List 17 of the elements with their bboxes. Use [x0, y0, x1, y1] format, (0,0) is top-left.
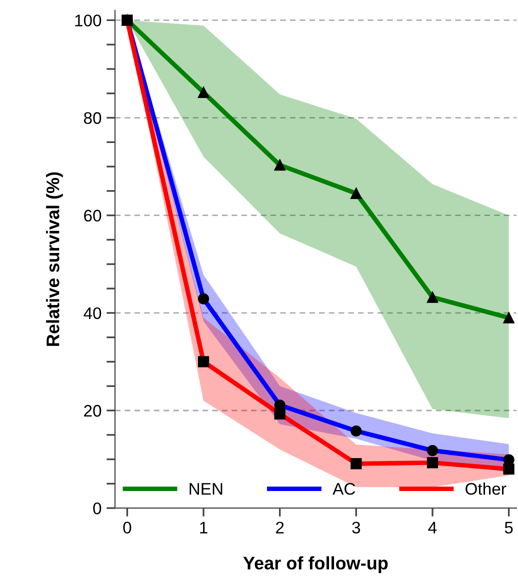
- x-tick-label: 3: [352, 522, 360, 534]
- y-tick-label: 20: [84, 404, 102, 417]
- y-tick-label: 60: [84, 210, 102, 222]
- legend-label: AC: [332, 482, 356, 495]
- x-tick-label: 1: [200, 522, 208, 534]
- y-tick-label: 100: [75, 14, 102, 26]
- legend-label: NEN: [190, 483, 222, 495]
- y-axis-title: Relative survival (%): [46, 172, 63, 346]
- x-tick-label: 2: [276, 522, 284, 534]
- x-tick-label: 0: [123, 522, 132, 534]
- legend-label: Other: [466, 482, 506, 495]
- y-tick-label: 0: [93, 502, 102, 514]
- y-tick-label: 40: [84, 307, 102, 320]
- x-axis-title: Year of follow-up: [243, 556, 388, 574]
- x-tick-label: 5: [504, 522, 513, 534]
- y-tick-label: 80: [84, 112, 102, 124]
- x-tick-label: 4: [428, 522, 437, 534]
